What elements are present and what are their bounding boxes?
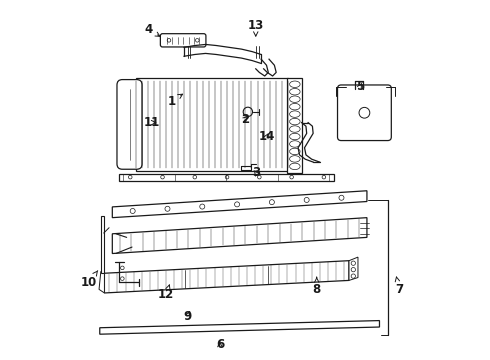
FancyBboxPatch shape (117, 80, 142, 169)
Polygon shape (112, 218, 367, 253)
Text: 13: 13 (247, 19, 264, 36)
Text: 12: 12 (158, 285, 174, 301)
Text: 7: 7 (395, 277, 403, 296)
Text: 1: 1 (168, 94, 183, 108)
Polygon shape (112, 191, 367, 218)
Text: 9: 9 (183, 310, 192, 323)
FancyBboxPatch shape (338, 85, 392, 140)
Polygon shape (101, 216, 104, 273)
Text: 5: 5 (356, 80, 364, 93)
Polygon shape (99, 271, 104, 293)
Text: 3: 3 (252, 166, 260, 179)
Polygon shape (287, 78, 302, 173)
Text: 11: 11 (144, 116, 160, 129)
Text: 10: 10 (81, 271, 98, 289)
Polygon shape (100, 320, 379, 334)
FancyBboxPatch shape (160, 34, 206, 47)
Polygon shape (104, 261, 349, 293)
Polygon shape (136, 78, 288, 171)
Text: 6: 6 (216, 338, 224, 351)
Polygon shape (349, 257, 358, 280)
Text: 14: 14 (258, 130, 275, 144)
Text: 8: 8 (313, 277, 321, 296)
Text: 2: 2 (241, 113, 249, 126)
Text: 4: 4 (144, 23, 160, 36)
Polygon shape (119, 174, 334, 181)
